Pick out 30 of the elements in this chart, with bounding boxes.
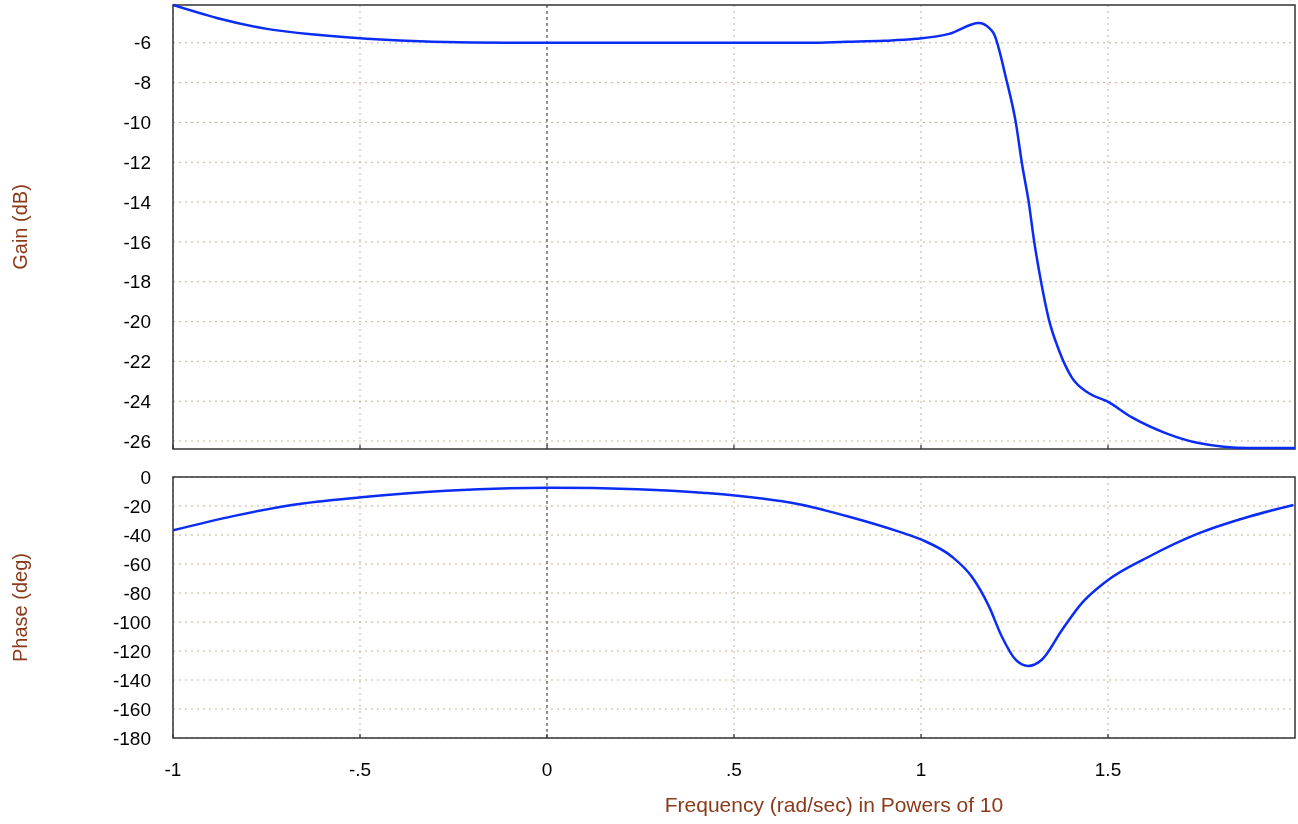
x-tick-label: 1 bbox=[915, 759, 927, 780]
y-tick-label: -20 bbox=[123, 495, 151, 517]
x-tick-label: 0 bbox=[541, 759, 553, 780]
x-tick-label: 1.5 bbox=[1094, 759, 1122, 780]
y-tick-label: 0 bbox=[140, 466, 151, 488]
x-tick-label: -.5 bbox=[348, 759, 372, 780]
y-tick-label: -24 bbox=[123, 390, 152, 412]
y-axis-title: Gain (dB) bbox=[9, 184, 31, 270]
y-tick-label: -8 bbox=[134, 72, 151, 94]
y-tick-label: -16 bbox=[123, 231, 151, 253]
y-tick-label: -22 bbox=[123, 351, 151, 373]
y-tick-label: -20 bbox=[123, 311, 151, 333]
y-axis-title: Phase (deg) bbox=[9, 553, 31, 662]
y-tick-label: -120 bbox=[112, 640, 151, 662]
x-tick-label: -1 bbox=[164, 759, 182, 780]
y-tick-label: -60 bbox=[123, 553, 151, 575]
y-tick-label: -40 bbox=[123, 524, 151, 546]
y-tick-label: -180 bbox=[112, 727, 151, 749]
y-tick-label: -10 bbox=[123, 112, 151, 134]
y-tick-label: -14 bbox=[123, 191, 152, 213]
y-tick-label: -140 bbox=[112, 669, 151, 691]
y-tick-label: -26 bbox=[123, 430, 151, 452]
y-tick-label: -100 bbox=[112, 611, 151, 633]
x-axis-title: Frequency (rad/sec) in Powers of 10 bbox=[664, 793, 1004, 816]
y-tick-label: -18 bbox=[123, 271, 151, 293]
y-tick-label: -80 bbox=[123, 582, 151, 604]
x-tick-label: .5 bbox=[726, 759, 742, 780]
y-tick-label: -6 bbox=[134, 32, 151, 54]
y-tick-label: -160 bbox=[112, 698, 151, 720]
y-tick-label: -12 bbox=[123, 151, 151, 173]
